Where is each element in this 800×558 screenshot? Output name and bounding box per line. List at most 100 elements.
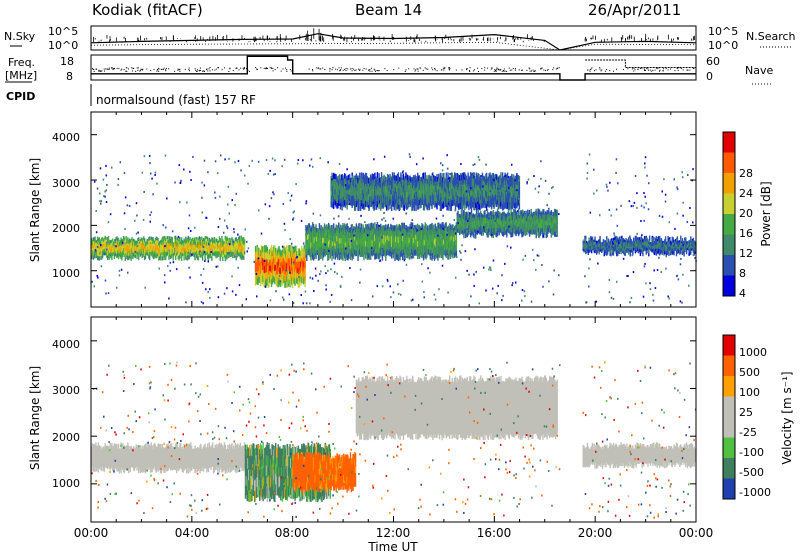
nave-dot: [545, 70, 546, 71]
nave-dot: [166, 68, 167, 69]
nave-dot: [633, 68, 634, 69]
nave-dot: [526, 70, 527, 71]
power-cell: [94, 254, 95, 258]
nave-dot: [496, 69, 497, 70]
noise-tick-left-bottom: 10^0: [48, 39, 78, 52]
nave-dot: [414, 68, 415, 69]
power-cell: [306, 255, 307, 261]
nave-dot: [161, 69, 162, 70]
nave-dot: [393, 69, 394, 70]
nave-dot: [496, 67, 497, 68]
nave-dot: [557, 68, 558, 69]
nave-dot: [98, 71, 99, 72]
power-cell: [404, 223, 405, 230]
power-cell: [471, 209, 472, 214]
power-cell: [202, 257, 203, 261]
nave-dot: [369, 69, 370, 70]
nave-dot: [137, 67, 138, 68]
power-cell: [374, 222, 375, 229]
power-cell: [194, 256, 195, 260]
nave-dot: [273, 70, 274, 71]
power-cell: [243, 256, 244, 260]
power-cell: [108, 236, 109, 240]
nave-dot: [408, 68, 409, 69]
nave-line: [585, 60, 696, 68]
nave-dot: [197, 69, 198, 70]
power-cell: [519, 176, 520, 182]
nave-dot: [322, 68, 323, 69]
nave-dot: [623, 69, 624, 70]
nave-dot: [246, 68, 247, 69]
nave-dot: [104, 71, 105, 72]
nave-dot: [379, 70, 380, 71]
nave-dot: [443, 70, 444, 71]
nave-dot: [364, 68, 365, 69]
power-cell: [165, 238, 166, 242]
nave-dot: [350, 69, 351, 70]
nave-dot: [377, 70, 378, 71]
nave-dot: [111, 68, 112, 69]
power-cell: [181, 257, 182, 261]
power-cell: [479, 204, 480, 210]
nave-dot: [104, 69, 105, 70]
power-cell: [404, 254, 405, 260]
power-cell: [285, 281, 286, 288]
nave-dot: [677, 68, 678, 69]
power-cell: [125, 257, 126, 261]
nave-dot: [647, 68, 648, 69]
nave-dot: [427, 69, 428, 70]
nave-dot: [511, 69, 512, 70]
nave-dot: [477, 68, 478, 69]
nave-dot: [209, 70, 210, 71]
nave-dot: [121, 70, 122, 71]
nave-dot: [318, 67, 319, 68]
nave-dot: [282, 68, 283, 69]
nave-dot: [140, 70, 141, 71]
nave-dot: [354, 70, 355, 71]
freq-strip: Freq. [MHz] Nave 18 8 60 0: [5, 55, 773, 84]
nave-dot: [529, 67, 530, 68]
nave-dot: [481, 68, 482, 69]
nave-dot: [207, 70, 208, 71]
nave-dot: [153, 69, 154, 70]
power-cell: [244, 251, 245, 254]
nave-dot: [200, 70, 201, 71]
nave-dot: [260, 67, 261, 68]
power-cell: [232, 255, 233, 259]
nave-dot: [286, 69, 287, 70]
nave-dot: [264, 68, 265, 69]
power-cell: [157, 238, 158, 242]
nave-dot: [632, 68, 633, 69]
nave-dot: [346, 68, 347, 69]
nave-dot: [92, 68, 93, 69]
nave-dot: [275, 69, 276, 70]
power-cell: [160, 257, 161, 261]
nave-dot: [249, 71, 250, 72]
power-cell: [138, 237, 139, 241]
nsky-label: N.Sky: [4, 30, 36, 43]
nave-dot: [456, 70, 457, 71]
power-cell: [136, 256, 137, 259]
power-cell: [493, 210, 494, 215]
power-cell: [337, 254, 338, 260]
nave-dot: [199, 70, 200, 71]
nave-dot: [117, 68, 118, 69]
power-cell: [236, 254, 237, 258]
power-cell: [519, 198, 520, 204]
nave-dot: [405, 71, 406, 72]
nave-dot: [179, 69, 180, 70]
nave-dot: [473, 70, 474, 71]
nave-dot: [206, 69, 207, 70]
nave-dot: [426, 68, 427, 69]
nave-dot: [605, 71, 606, 72]
freq-label-line1: Freq.: [8, 56, 35, 69]
nave-dot: [437, 70, 438, 71]
power-cell: [478, 209, 479, 213]
nave-dot: [128, 68, 129, 69]
nave-dot: [165, 70, 166, 71]
nave-dot: [271, 68, 272, 69]
power-cell: [94, 236, 95, 240]
nave-dot: [163, 69, 164, 70]
